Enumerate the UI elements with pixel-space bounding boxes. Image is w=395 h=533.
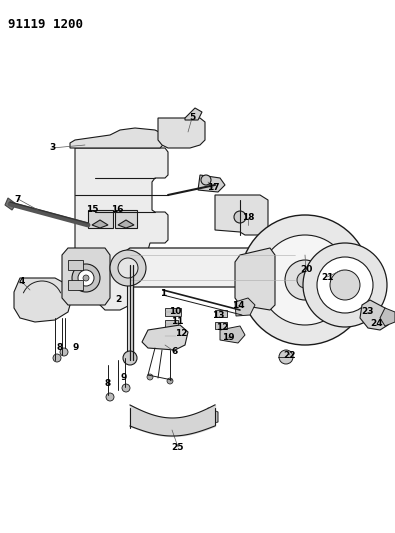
Polygon shape bbox=[235, 248, 275, 310]
Circle shape bbox=[240, 215, 370, 345]
Circle shape bbox=[78, 270, 94, 286]
Bar bbox=[215, 310, 227, 317]
Polygon shape bbox=[62, 248, 110, 305]
Circle shape bbox=[60, 348, 68, 356]
Circle shape bbox=[317, 257, 373, 313]
Circle shape bbox=[110, 250, 146, 286]
Polygon shape bbox=[360, 300, 390, 330]
Text: 18: 18 bbox=[242, 214, 254, 222]
Polygon shape bbox=[120, 248, 305, 287]
Bar bbox=[115, 210, 137, 228]
Text: 17: 17 bbox=[207, 183, 219, 192]
Circle shape bbox=[106, 393, 114, 401]
Text: 20: 20 bbox=[300, 265, 312, 274]
Circle shape bbox=[201, 175, 211, 185]
Bar bbox=[68, 260, 83, 270]
Circle shape bbox=[83, 275, 89, 281]
Polygon shape bbox=[235, 298, 255, 316]
Circle shape bbox=[260, 235, 350, 325]
Bar bbox=[88, 210, 113, 228]
Text: 8: 8 bbox=[57, 343, 63, 351]
Polygon shape bbox=[205, 408, 218, 425]
Circle shape bbox=[72, 264, 100, 292]
Text: 91119 1200: 91119 1200 bbox=[8, 18, 83, 31]
Text: 11: 11 bbox=[171, 318, 183, 327]
Circle shape bbox=[303, 243, 387, 327]
Text: 3: 3 bbox=[49, 143, 55, 152]
Polygon shape bbox=[92, 220, 108, 228]
Bar bbox=[68, 280, 83, 290]
Text: 25: 25 bbox=[172, 442, 184, 451]
Circle shape bbox=[118, 258, 138, 278]
Text: 4: 4 bbox=[19, 278, 25, 287]
Text: 24: 24 bbox=[371, 319, 383, 327]
Circle shape bbox=[234, 211, 246, 223]
Polygon shape bbox=[198, 175, 225, 192]
Circle shape bbox=[330, 270, 360, 300]
Circle shape bbox=[122, 384, 130, 392]
Polygon shape bbox=[142, 325, 188, 350]
Text: 9: 9 bbox=[73, 343, 79, 351]
Polygon shape bbox=[220, 326, 245, 343]
Polygon shape bbox=[5, 198, 16, 210]
Text: 8: 8 bbox=[105, 378, 111, 387]
Text: 12: 12 bbox=[175, 328, 187, 337]
Text: 6: 6 bbox=[172, 348, 178, 357]
Polygon shape bbox=[158, 118, 205, 148]
Polygon shape bbox=[118, 220, 134, 228]
Polygon shape bbox=[380, 308, 395, 326]
Text: 21: 21 bbox=[321, 272, 333, 281]
Bar bbox=[165, 320, 178, 328]
Text: 13: 13 bbox=[212, 311, 224, 320]
Polygon shape bbox=[75, 148, 168, 310]
Circle shape bbox=[285, 260, 325, 300]
Text: 10: 10 bbox=[169, 306, 181, 316]
Polygon shape bbox=[14, 278, 72, 322]
Text: 5: 5 bbox=[189, 114, 195, 123]
Circle shape bbox=[279, 350, 293, 364]
Polygon shape bbox=[215, 195, 268, 235]
Text: 14: 14 bbox=[232, 301, 245, 310]
Text: 2: 2 bbox=[115, 295, 121, 304]
Bar bbox=[215, 322, 227, 329]
Text: 12: 12 bbox=[216, 324, 228, 333]
Text: 23: 23 bbox=[361, 308, 373, 317]
Circle shape bbox=[140, 413, 150, 423]
Text: 19: 19 bbox=[222, 334, 234, 343]
Text: 9: 9 bbox=[121, 374, 127, 383]
Bar bbox=[165, 332, 176, 340]
Text: 22: 22 bbox=[284, 351, 296, 359]
Circle shape bbox=[147, 374, 153, 380]
Text: 15: 15 bbox=[86, 206, 98, 214]
Polygon shape bbox=[185, 108, 202, 120]
Circle shape bbox=[123, 351, 137, 365]
Circle shape bbox=[53, 354, 61, 362]
Text: 16: 16 bbox=[111, 206, 123, 214]
Circle shape bbox=[297, 272, 313, 288]
Bar bbox=[165, 308, 181, 316]
Text: 7: 7 bbox=[15, 195, 21, 204]
Polygon shape bbox=[70, 128, 165, 148]
Text: 1: 1 bbox=[160, 288, 166, 297]
Circle shape bbox=[167, 378, 173, 384]
Bar bbox=[127, 265, 133, 360]
